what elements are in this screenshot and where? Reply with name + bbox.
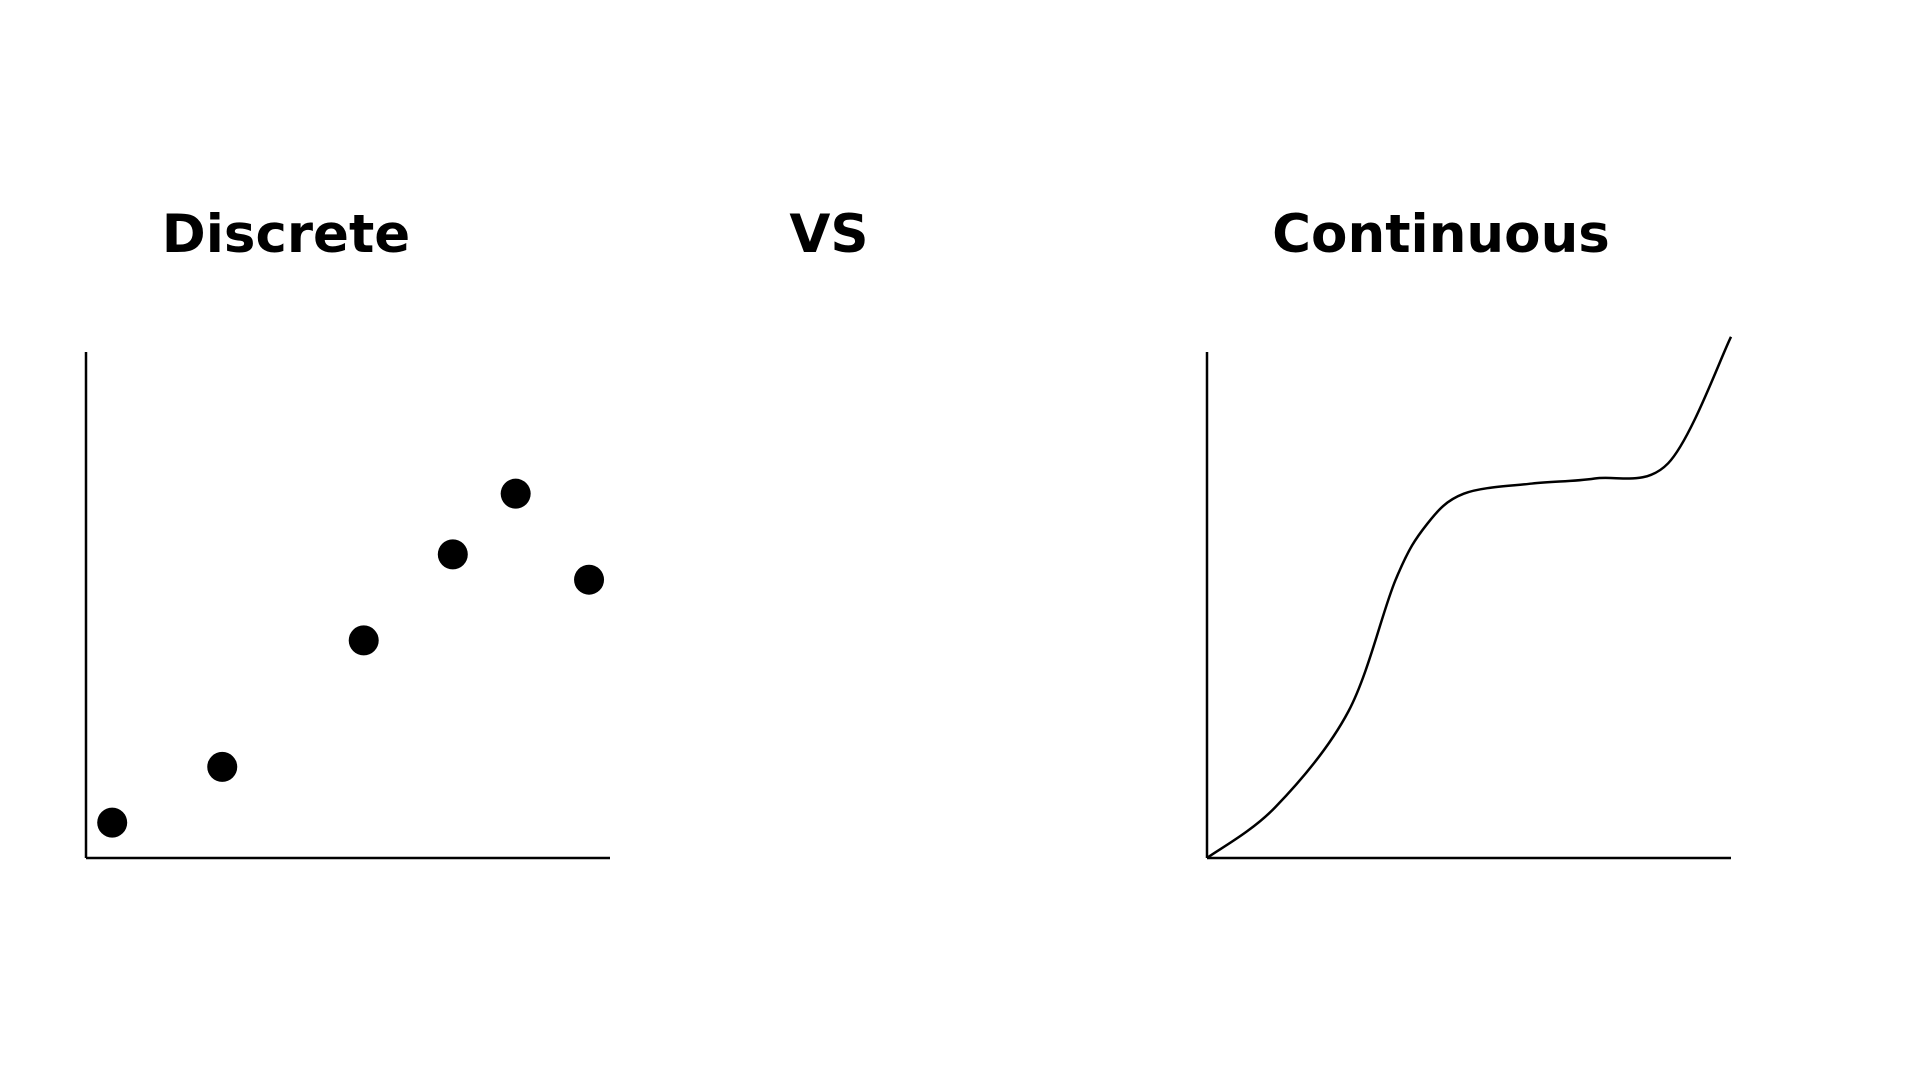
discrete-point-3 (348, 625, 379, 656)
vs-label: VS (789, 204, 869, 265)
continuous-line-chart (1205, 336, 1733, 860)
discrete-point-6 (574, 564, 605, 595)
discrete-scatter-chart (84, 352, 610, 860)
discrete-point-4 (437, 539, 468, 570)
discrete-point-5 (500, 478, 531, 509)
continuous-title: Continuous (1272, 204, 1610, 265)
discrete-point-1 (97, 807, 128, 838)
continuous-series-line (1206, 336, 1733, 860)
discrete-point-2 (207, 751, 238, 782)
discrete-title: Discrete (161, 204, 411, 265)
